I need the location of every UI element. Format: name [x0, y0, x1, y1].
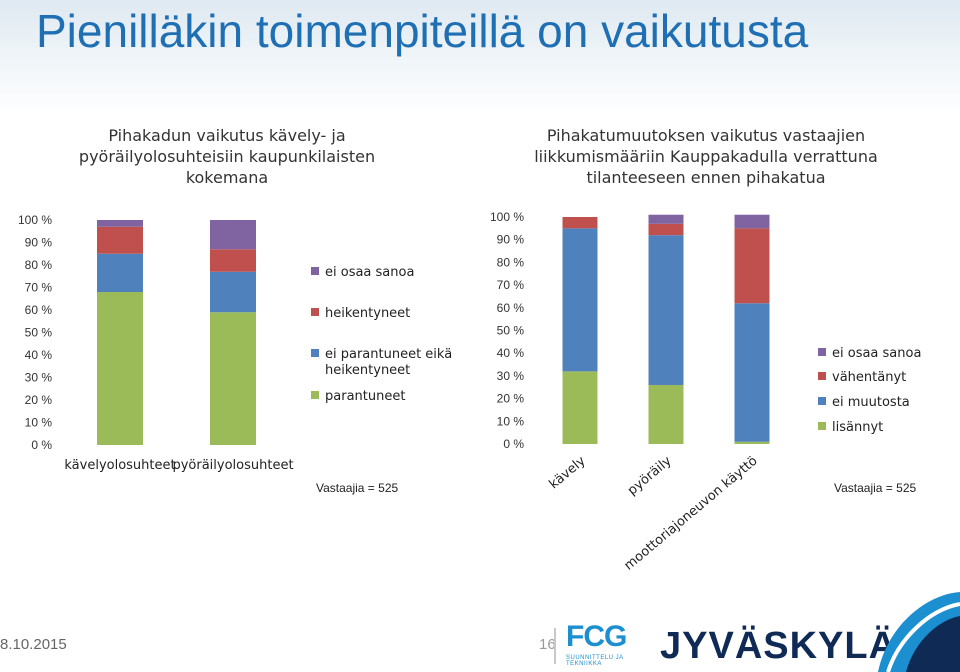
- legend-swatch: [311, 349, 319, 357]
- bar-segment: [648, 384, 684, 444]
- chart-pihakadun-vaikutus: Pihakadun vaikutus kävely- ja pyöräilyolo…: [18, 126, 452, 495]
- chart-title-line: tilanteeseen ennen pihakatua: [586, 168, 825, 187]
- chart-title-line: Pihakadun vaikutus kävely- ja: [108, 126, 345, 145]
- chart-title-line: kokemana: [186, 168, 268, 187]
- legend-swatch: [311, 391, 319, 399]
- legend-label: parantuneet: [325, 389, 405, 404]
- y-tick-label: 50 %: [25, 326, 53, 340]
- bar-segment: [210, 312, 256, 445]
- y-tick-label: 40 %: [25, 348, 53, 362]
- y-tick-label: 0 %: [31, 438, 52, 452]
- chart-liikkumismaarat: Pihakatumuutoksen vaikutus vastaajien lii…: [490, 126, 921, 574]
- x-category-label: pyöräilyolosuhteet: [172, 458, 293, 473]
- bar-segment: [648, 214, 684, 224]
- slide-title: Pienilläkin toimenpiteillä on vaikutusta: [36, 5, 809, 57]
- chart-title-line: pyöräilyolosuhteisiin kaupunkilaisten: [79, 147, 375, 166]
- jyvaskyla-logo: JYVÄSKYLÄ: [660, 625, 898, 667]
- x-category-label: kävely: [547, 453, 589, 492]
- legend-swatch: [818, 422, 826, 430]
- y-tick-label: 100 %: [490, 210, 524, 224]
- bar-segment: [97, 220, 143, 227]
- y-tick-label: 30 %: [497, 369, 525, 383]
- y-tick-label: 20 %: [497, 392, 525, 406]
- bar-segment: [97, 292, 143, 445]
- legend-swatch: [818, 397, 826, 405]
- respondents-note: Vastaajia = 525: [834, 481, 916, 495]
- legend-label: vähentänyt: [832, 370, 906, 385]
- chart-title-line: Pihakatumuutoksen vaikutus vastaajien: [547, 126, 865, 145]
- bar-segment: [734, 214, 770, 229]
- legend-label: ei osaa sanoa: [832, 346, 921, 361]
- y-tick-label: 90 %: [497, 233, 525, 247]
- y-tick-label: 0 %: [503, 437, 524, 451]
- legend-label: ei osaa sanoa: [325, 265, 414, 280]
- bar-segment: [734, 228, 770, 304]
- bar-segment: [97, 253, 143, 292]
- bar-segment: [210, 249, 256, 272]
- legend-swatch: [818, 372, 826, 380]
- chart-title-line: liikkumismääriin Kauppakadulla verrattun…: [534, 147, 878, 166]
- legend-label: heikentyneet: [325, 363, 410, 378]
- bar-segment: [562, 217, 598, 229]
- y-tick-label: 60 %: [497, 301, 525, 315]
- y-tick-label: 10 %: [25, 416, 53, 430]
- respondents-note: Vastaajia = 525: [316, 481, 398, 495]
- legend-swatch: [311, 267, 319, 275]
- y-tick-label: 30 %: [25, 371, 53, 385]
- page-number: 16: [539, 636, 556, 653]
- bar-segment: [210, 271, 256, 313]
- y-tick-label: 50 %: [497, 324, 525, 338]
- y-tick-label: 80 %: [25, 258, 53, 272]
- x-category-label: pyöräily: [625, 453, 675, 498]
- bar-segment: [210, 220, 256, 250]
- fcg-logo-text: FCG: [566, 620, 627, 653]
- y-tick-label: 20 %: [25, 393, 53, 407]
- bar-segment: [734, 303, 770, 442]
- legend-label: heikentyneet: [325, 306, 410, 321]
- y-tick-label: 100 %: [18, 213, 52, 227]
- legend-label: ei parantuneet eikä: [325, 347, 452, 362]
- bar-segment: [734, 441, 770, 444]
- footer-divider: [554, 628, 556, 664]
- legend-label: ei muutosta: [832, 395, 910, 410]
- y-tick-label: 10 %: [497, 414, 525, 428]
- footer-date: 8.10.2015: [0, 636, 67, 653]
- x-category-label: kävelyolosuhteet: [64, 458, 175, 473]
- bar-segment: [562, 228, 598, 372]
- y-tick-label: 70 %: [25, 281, 53, 295]
- legend-swatch: [818, 348, 826, 356]
- swoosh-decoration: [878, 592, 960, 672]
- y-tick-label: 60 %: [25, 303, 53, 317]
- bar-segment: [562, 371, 598, 444]
- legend-swatch: [311, 308, 319, 316]
- bar-segment: [648, 235, 684, 385]
- fcg-logo-subtitle: SUUNNITTELU JA TEKNIIKKA: [566, 655, 624, 667]
- legend-label: lisännyt: [832, 420, 883, 435]
- fcg-logo: FCG SUUNNITTELU JA TEKNIIKKA: [566, 622, 650, 668]
- y-tick-label: 40 %: [497, 346, 525, 360]
- bar-segment: [97, 226, 143, 254]
- y-tick-label: 70 %: [497, 278, 525, 292]
- bar-segment: [648, 223, 684, 236]
- y-tick-label: 80 %: [497, 255, 525, 269]
- y-tick-label: 90 %: [25, 236, 53, 250]
- title-banner: [0, 0, 960, 116]
